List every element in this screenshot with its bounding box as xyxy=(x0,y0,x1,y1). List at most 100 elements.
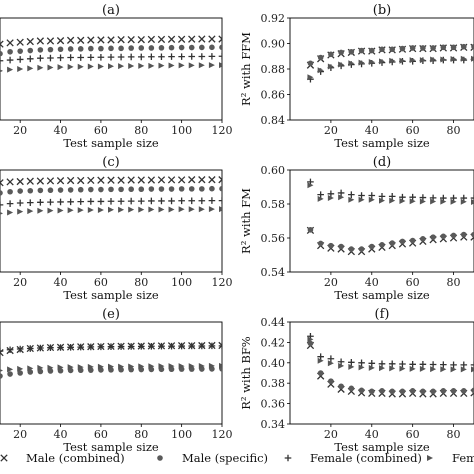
point-male-combined xyxy=(97,176,105,184)
point-female-combined xyxy=(327,355,335,363)
point-female-specific xyxy=(128,363,135,370)
point-female-combined xyxy=(26,345,34,352)
point-male-specific xyxy=(67,187,74,193)
point-female-specific xyxy=(419,365,426,372)
point-male-specific xyxy=(118,45,124,52)
y-tick-label: 0.92 xyxy=(261,12,286,25)
point-female-specific xyxy=(409,198,416,205)
point-female-combined xyxy=(440,361,447,368)
point-male-specific xyxy=(158,186,165,192)
point-male-specific xyxy=(368,47,375,54)
point-male-combined xyxy=(97,36,105,44)
point-female-combined xyxy=(378,360,386,368)
point-female-specific xyxy=(168,206,175,213)
y-tick-label: 0.84 xyxy=(261,114,286,127)
panel-3: (c) 20 40 60 80 100 120 Test sample size xyxy=(0,155,233,302)
point-female-specific xyxy=(399,57,406,64)
point-male-specific xyxy=(440,388,447,394)
point-male-combined xyxy=(147,35,156,44)
x-axis-label: Test sample size xyxy=(334,136,430,150)
point-female-combined xyxy=(158,342,165,350)
point-female-specific xyxy=(97,63,104,70)
y-tick-label: 0.42 xyxy=(261,336,286,349)
panel-title: (b) xyxy=(373,3,391,18)
point-male-specific xyxy=(317,370,324,376)
point-female-combined xyxy=(208,197,216,204)
x-tick-label: 80 xyxy=(447,124,461,137)
panel-title: (f) xyxy=(375,307,390,322)
point-female-specific xyxy=(148,363,155,370)
point-male-specific xyxy=(67,46,74,52)
point-female-specific xyxy=(178,206,185,213)
point-female-combined xyxy=(208,342,216,350)
point-male-specific xyxy=(471,231,474,238)
point-male-specific xyxy=(7,48,13,55)
y-tick-label: 0.88 xyxy=(261,63,286,76)
x-tick-label: 60 xyxy=(94,428,108,441)
point-male-combined xyxy=(87,36,95,44)
x-tick-label: 20 xyxy=(13,276,27,289)
point-male-specific xyxy=(317,240,324,247)
point-female-specific xyxy=(118,63,125,70)
point-female-combined xyxy=(137,53,145,61)
point-female-specific xyxy=(87,63,94,70)
point-female-combined xyxy=(450,361,457,369)
point-male-specific xyxy=(17,370,23,376)
point-male-specific xyxy=(108,186,114,193)
point-male-specific xyxy=(338,243,344,250)
x-tick-label: 60 xyxy=(94,124,108,137)
point-male-specific xyxy=(128,45,134,51)
point-female-combined xyxy=(168,53,175,60)
point-female-specific xyxy=(87,206,94,213)
point-female-specific xyxy=(430,366,437,373)
point-female-combined xyxy=(409,193,416,201)
point-female-combined xyxy=(97,343,105,351)
point-female-combined xyxy=(470,361,474,369)
point-female-specific xyxy=(158,62,165,69)
point-female-specific xyxy=(307,74,314,81)
point-female-combined xyxy=(198,197,206,205)
point-female-specific xyxy=(460,366,467,373)
point-male-combined xyxy=(77,176,85,185)
point-male-combined xyxy=(208,176,216,184)
point-female-combined xyxy=(429,361,437,368)
point-female-combined xyxy=(388,193,396,200)
point-female-specific xyxy=(77,364,84,371)
point-female-combined xyxy=(87,343,95,351)
point-female-combined xyxy=(87,54,95,61)
point-female-specific xyxy=(67,207,74,214)
point-female-specific xyxy=(399,365,406,372)
point-female-combined xyxy=(317,191,324,198)
point-female-specific xyxy=(208,206,215,213)
point-male-combined xyxy=(16,177,24,186)
x-tick-label: 100 xyxy=(171,276,192,289)
point-female-combined xyxy=(198,53,206,60)
point-female-specific xyxy=(128,62,135,69)
point-male-specific xyxy=(338,49,344,56)
point-female-combined xyxy=(127,53,135,61)
point-female-combined xyxy=(47,54,54,62)
point-female-combined xyxy=(208,53,216,60)
point-female-specific xyxy=(389,365,396,372)
y-tick-label: 0.56 xyxy=(261,232,286,245)
plot-area xyxy=(0,35,222,73)
point-male-specific xyxy=(148,45,155,51)
point-male-combined xyxy=(46,177,55,185)
point-female-combined xyxy=(77,54,85,61)
point-male-specific xyxy=(17,188,23,194)
point-male-specific xyxy=(358,47,365,54)
point-female-combined xyxy=(67,54,74,61)
point-male-combined xyxy=(26,37,34,46)
point-male-combined xyxy=(66,176,75,185)
point-male-combined xyxy=(167,35,176,43)
point-male-combined xyxy=(26,177,34,185)
x-tick-label: 120 xyxy=(212,428,233,441)
point-male-specific xyxy=(219,44,222,51)
point-female-specific xyxy=(409,57,416,64)
point-female-specific xyxy=(27,208,34,215)
point-female-specific xyxy=(158,206,165,213)
point-female-specific xyxy=(138,363,145,370)
point-male-combined xyxy=(218,176,222,184)
point-female-combined xyxy=(117,343,125,350)
point-male-specific xyxy=(399,45,406,52)
